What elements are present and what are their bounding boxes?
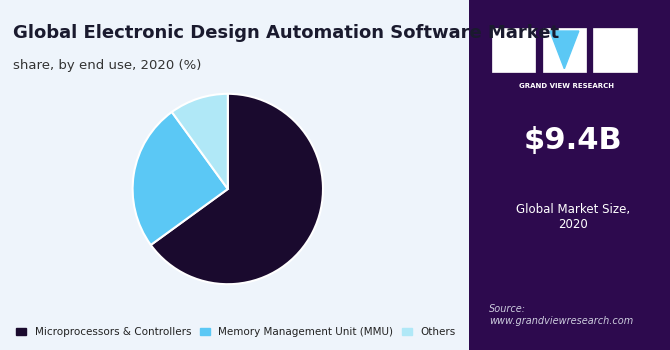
Text: share, by end use, 2020 (%): share, by end use, 2020 (%): [13, 60, 202, 72]
Polygon shape: [550, 31, 579, 69]
Text: $9.4B: $9.4B: [523, 126, 622, 154]
Text: GRAND VIEW RESEARCH: GRAND VIEW RESEARCH: [519, 83, 614, 90]
Text: Global Electronic Design Automation Software Market: Global Electronic Design Automation Soft…: [13, 25, 559, 42]
Wedge shape: [172, 94, 228, 189]
FancyBboxPatch shape: [543, 28, 586, 72]
Text: Source:
www.grandviewresearch.com: Source: www.grandviewresearch.com: [489, 304, 633, 326]
FancyBboxPatch shape: [492, 28, 535, 72]
FancyBboxPatch shape: [594, 28, 636, 72]
Wedge shape: [133, 112, 228, 245]
Wedge shape: [151, 94, 323, 284]
Legend: Microprocessors & Controllers, Memory Management Unit (MMU), Others: Microprocessors & Controllers, Memory Ma…: [12, 323, 460, 341]
Text: Global Market Size,
2020: Global Market Size, 2020: [516, 203, 630, 231]
